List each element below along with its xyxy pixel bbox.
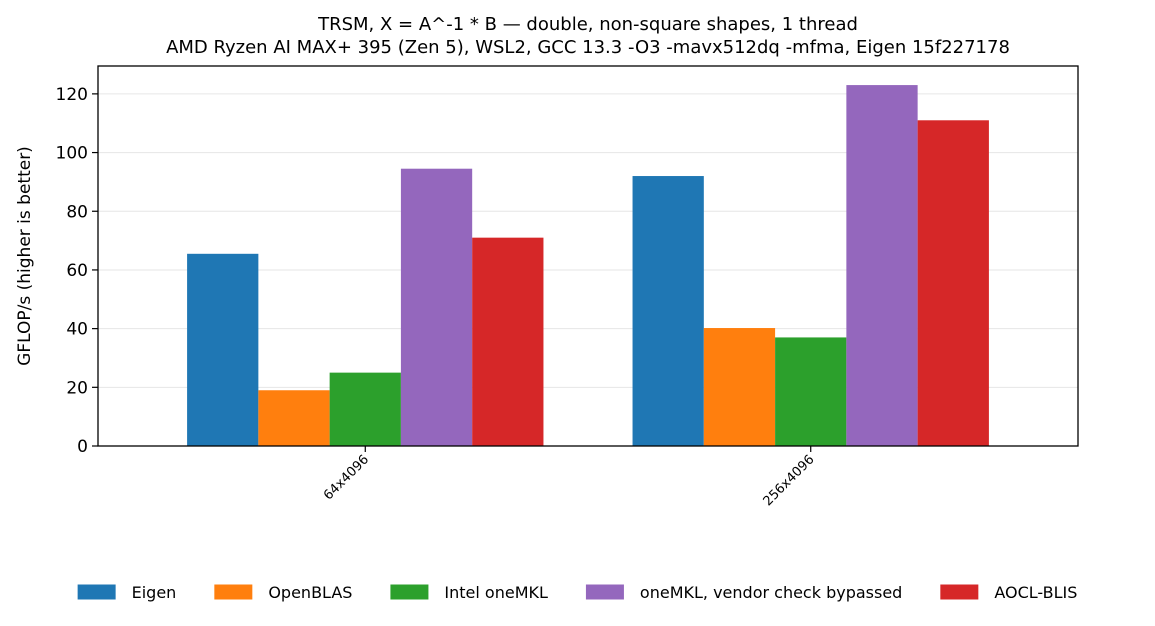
legend-swatch (585, 584, 624, 600)
x-axis-ticks: 64x4096 256x4096 (321, 446, 818, 509)
y-tick-label: 60 (66, 261, 88, 281)
chart-title: TRSM, X = A^-1 * B — double, non-square … (317, 14, 858, 35)
legend-label: AOCL-BLIS (994, 583, 1077, 602)
legend-swatch (77, 584, 116, 600)
legend-label: Intel oneMKL (444, 583, 548, 602)
y-tick-label: 100 (56, 144, 88, 164)
bar-onemkl-vendor-check-bypassed-64x4096 (400, 168, 473, 446)
legend-item: OpenBLAS (214, 583, 352, 602)
chart-subtitle: AMD Ryzen AI MAX+ 395 (Zen 5), WSL2, GCC… (166, 37, 1010, 58)
bar-eigen-64x4096 (187, 253, 259, 446)
bar-openblas-64x4096 (258, 390, 330, 446)
y-tick-label: 80 (66, 202, 88, 222)
y-tick-label: 0 (77, 437, 88, 457)
legend: Eigen OpenBLAS Intel oneMKL oneMKL, vendor … (77, 583, 1077, 602)
y-axis-label: GFLOP/s (higher is better) (15, 146, 35, 366)
bar-aocl-blis-64x4096 (472, 237, 544, 446)
x-tick-label: 64x4096 (321, 452, 372, 503)
bar-intel-onemkl-64x4096 (329, 372, 401, 446)
bar-openblas-256x4096 (703, 328, 776, 446)
legend-swatch (214, 584, 253, 600)
legend-item: Intel oneMKL (390, 583, 548, 602)
legend-swatch (940, 584, 979, 600)
legend-label: oneMKL, vendor check bypassed (640, 583, 902, 602)
bar-aocl-blis-256x4096 (917, 120, 989, 447)
bar-intel-onemkl-256x4096 (775, 337, 847, 446)
legend-item: oneMKL, vendor check bypassed (585, 583, 902, 602)
y-tick-label: 20 (66, 378, 88, 398)
y-axis-ticks: 0 20 40 60 80 100 120 (56, 85, 98, 457)
y-tick-label: 120 (56, 85, 88, 105)
legend-item: AOCL-BLIS (940, 583, 1077, 602)
y-tick-label: 40 (66, 320, 88, 340)
bar-onemkl-vendor-check-bypassed-256x4096 (846, 85, 918, 446)
legend-label: OpenBLAS (268, 583, 352, 602)
bars (187, 85, 989, 447)
bar-eigen-256x4096 (632, 176, 704, 446)
legend-swatch (390, 584, 429, 600)
x-tick-label: 256x4096 (761, 452, 818, 509)
plot-frame (97, 65, 1079, 447)
legend-item: Eigen (77, 583, 177, 602)
legend-label: Eigen (132, 583, 177, 602)
